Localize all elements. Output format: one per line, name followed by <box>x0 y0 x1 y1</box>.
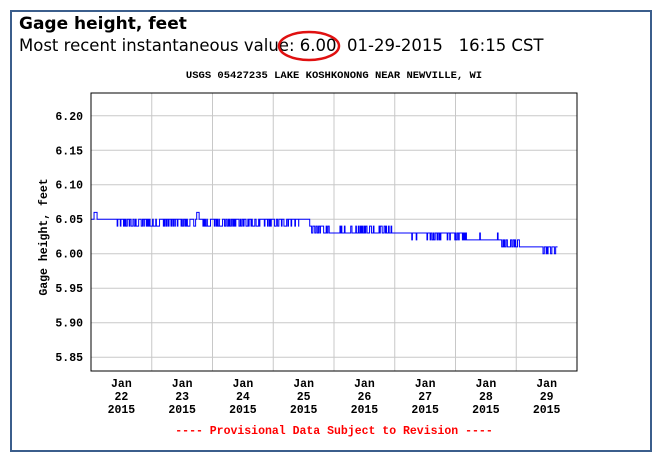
y-tick-label: 6.05 <box>55 214 83 227</box>
chart-title: USGS 05427235 LAKE KOSHKONONG NEAR NEWVI… <box>186 70 482 82</box>
x-tick-label-day: 27 <box>418 391 432 404</box>
plot-area-border <box>90 92 578 372</box>
x-tick-label-year: 2015 <box>411 404 439 417</box>
provisional-note: ---- Provisional Data Subject to Revisio… <box>175 425 492 438</box>
x-tick-label-year: 2015 <box>168 404 196 417</box>
x-tick-label-month: Jan <box>111 378 132 391</box>
y-tick-label: 6.15 <box>55 145 83 158</box>
chart-frame <box>10 10 652 452</box>
x-tick-label-day: 23 <box>175 391 189 404</box>
x-tick-label-year: 2015 <box>290 404 318 417</box>
y-tick-label: 5.85 <box>55 352 83 365</box>
x-tick-label-day: 24 <box>236 391 250 404</box>
x-tick-label-year: 2015 <box>229 404 257 417</box>
x-tick-label-month: Jan <box>415 378 436 391</box>
recent-value: 6.00 <box>299 36 337 55</box>
x-tick-label-day: 25 <box>297 391 311 404</box>
y-tick-label: 6.20 <box>55 111 83 124</box>
grid-lines <box>91 93 577 371</box>
series-line-gage-height <box>91 211 558 255</box>
x-tick-label-year: 2015 <box>351 404 379 417</box>
x-tick-labels: Jan222015Jan232015Jan242015Jan252015Jan2… <box>108 378 561 417</box>
x-tick-label-month: Jan <box>172 378 193 391</box>
recent-time: 16:15 CST <box>458 36 544 55</box>
x-tick-label-month: Jan <box>233 378 254 391</box>
x-tick-label-month: Jan <box>354 378 375 391</box>
recent-date: 01-29-2015 <box>347 36 443 55</box>
x-tick-label-year: 2015 <box>472 404 500 417</box>
x-tick-label-month: Jan <box>293 378 314 391</box>
x-tick-label-month: Jan <box>536 378 557 391</box>
series-gage-height <box>91 211 558 255</box>
x-tick-label-day: 26 <box>357 391 371 404</box>
y-tick-label: 5.95 <box>55 283 83 296</box>
x-tick-label-year: 2015 <box>108 404 136 417</box>
y-tick-labels: 6.20 6.15 6.10 6.05 6.00 5.95 5.90 5.85 <box>55 111 83 365</box>
x-tick-label-year: 2015 <box>533 404 561 417</box>
x-tick-label-day: 29 <box>540 391 554 404</box>
x-tick-label-month: Jan <box>476 378 497 391</box>
x-tick-label-day: 28 <box>479 391 493 404</box>
highlight-circle <box>277 30 341 62</box>
y-tick-label: 6.00 <box>55 249 83 262</box>
page-title: Gage height, feet <box>19 14 187 34</box>
y-axis-label: Gage height, feet <box>38 178 51 295</box>
y-tick-label: 5.90 <box>55 318 83 331</box>
x-tick-label-day: 22 <box>114 391 128 404</box>
y-tick-label: 6.10 <box>55 180 83 193</box>
